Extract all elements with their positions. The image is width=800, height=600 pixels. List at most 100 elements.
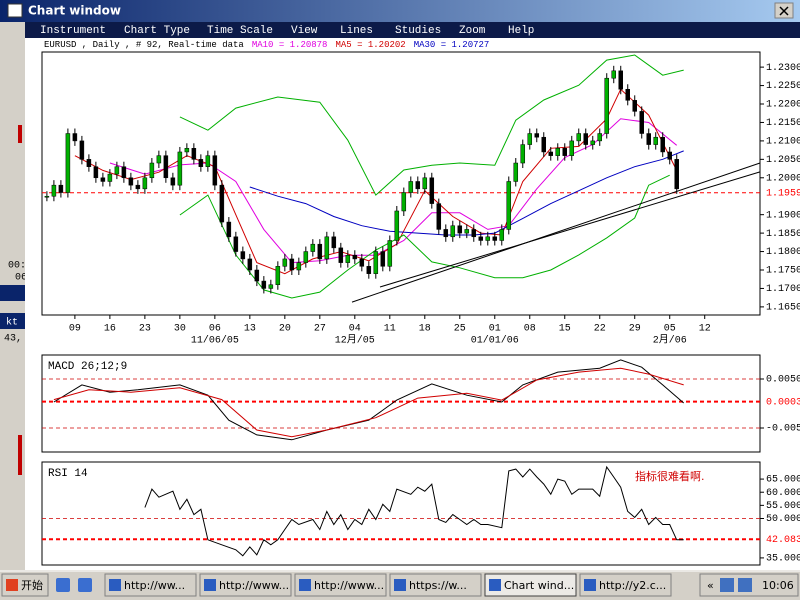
candle: [667, 151, 672, 160]
candle: [401, 192, 407, 212]
candle: [93, 166, 99, 179]
candle: [191, 148, 197, 160]
annotation: 指标很难看啊.: [635, 469, 705, 483]
menu-bar: [25, 22, 800, 38]
background-candle: [18, 125, 22, 143]
panel-frame: [41, 461, 761, 566]
window-title: Chart window: [28, 4, 121, 18]
y-tick-label: 1.2150: [766, 118, 800, 129]
x-tick-label: 01: [489, 324, 501, 335]
task-button[interactable]: [199, 573, 292, 597]
task-label: https://w...: [409, 579, 467, 592]
candle: [464, 229, 470, 234]
candle: [520, 144, 526, 164]
candle: [618, 70, 623, 90]
candle: [590, 140, 595, 145]
x-tick-label: 22: [594, 324, 606, 335]
close-icon: [779, 6, 789, 16]
legend-entry: MA10 = 1.20878: [252, 40, 328, 50]
candle: [506, 181, 512, 230]
candle: [478, 236, 484, 241]
menu-item[interactable]: View: [291, 25, 318, 37]
menu-item[interactable]: Studies: [395, 25, 441, 37]
legend-entry: MA30 = 1.20727: [414, 40, 490, 50]
x-tick-label: 06: [209, 324, 221, 335]
panel-frame: [41, 51, 761, 316]
candle: [450, 225, 456, 238]
candle: [597, 133, 602, 142]
candle: [576, 133, 582, 142]
y-tick-label: 1.1650: [766, 303, 800, 314]
menu-item[interactable]: Time Scale: [207, 25, 273, 37]
candle: [51, 184, 57, 197]
window-icon: [7, 3, 23, 18]
menu-item[interactable]: Instrument: [40, 25, 106, 37]
y-tick-label: 1.1750: [766, 266, 800, 277]
candle: [289, 258, 295, 271]
menu-item[interactable]: Help: [508, 25, 534, 37]
legend-entry: MA5 = 1.20202: [335, 40, 405, 50]
y-tick-label: 1.2300: [766, 63, 800, 74]
x-tick-label: 23: [139, 324, 151, 335]
candle: [569, 140, 575, 156]
x-tick-label: 29: [629, 324, 641, 335]
menu-item[interactable]: Zoom: [459, 25, 486, 37]
x-tick-label: 13: [244, 324, 256, 335]
candle: [212, 155, 218, 186]
candle: [562, 148, 568, 156]
x-tick-label: 11: [384, 324, 396, 335]
chart-header: EURUSD , Daily , # 92, Real-time data MA1…: [44, 40, 489, 50]
candle: [548, 151, 554, 156]
tray-chevron[interactable]: «: [707, 579, 714, 592]
x-tick-label: 20: [279, 324, 291, 335]
quick-launch[interactable]: [78, 578, 92, 592]
task-button[interactable]: [294, 573, 387, 597]
y-tick-label: 65.0000: [766, 475, 800, 486]
menu-item[interactable]: Lines: [340, 25, 373, 37]
plot: [44, 54, 761, 303]
task-label: http://ww...: [124, 579, 185, 592]
y-tick-label: 35.0000: [766, 554, 800, 565]
task-label: Chart wind...: [504, 579, 574, 592]
task-label: http://www...: [219, 579, 289, 592]
quick-launch[interactable]: [56, 578, 70, 592]
candle: [44, 195, 50, 198]
x-month-label: 12月/05: [335, 334, 375, 347]
candle: [72, 133, 78, 142]
task-button[interactable]: [104, 573, 197, 597]
task-button[interactable]: [484, 573, 577, 597]
x-tick-label: 09: [69, 324, 81, 335]
candle: [380, 251, 386, 267]
candle: [142, 177, 148, 190]
tray-icon: [720, 578, 734, 592]
start-icon: [6, 579, 18, 591]
series-line: [53, 367, 684, 438]
series-line: [109, 118, 678, 264]
candle: [247, 258, 253, 271]
x-tick-label: 25: [454, 324, 466, 335]
x-tick-label: 05: [664, 324, 676, 335]
background-candle: [18, 435, 22, 475]
x-tick-label: 27: [314, 324, 326, 335]
candle: [317, 243, 323, 260]
candle: [660, 136, 665, 153]
x-tick-label: 04: [349, 324, 361, 335]
task-icon: [204, 579, 216, 591]
candle: [513, 162, 519, 182]
y-tick-label: 1.2100: [766, 137, 800, 148]
candle: [219, 184, 225, 223]
task-button[interactable]: [389, 573, 482, 597]
task-icon: [394, 579, 406, 591]
candle: [499, 229, 505, 241]
series-line: [351, 162, 761, 303]
candle: [156, 155, 162, 164]
task-button[interactable]: [579, 573, 672, 597]
candle: [632, 100, 637, 112]
menu-item[interactable]: Chart Type: [124, 25, 190, 37]
candle: [457, 225, 463, 234]
candle: [86, 159, 92, 167]
fragment: kt: [6, 317, 18, 329]
task-icon: [584, 579, 596, 591]
task-icon: [109, 579, 121, 591]
